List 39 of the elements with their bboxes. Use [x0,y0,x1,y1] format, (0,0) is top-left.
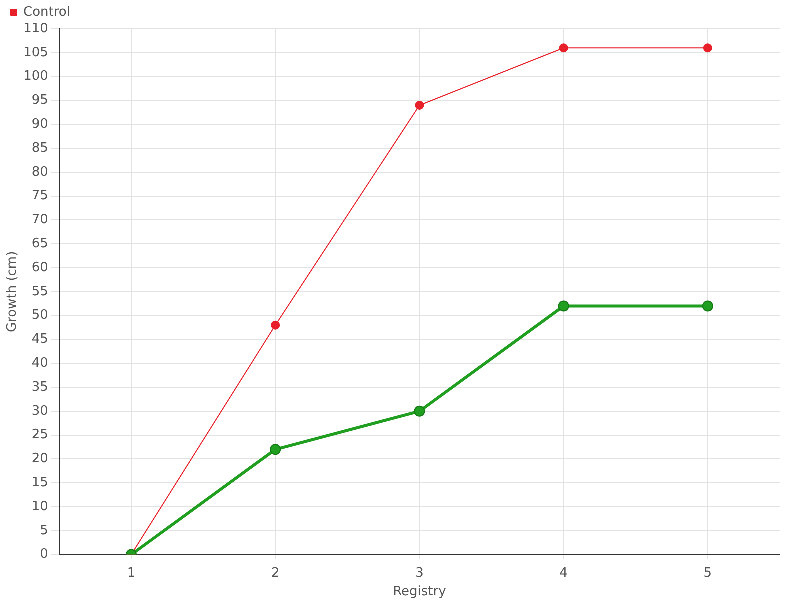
x-tick-label: 1 [127,566,136,581]
y-tick-label: 25 [32,428,48,443]
x-tick-label: 4 [560,566,568,581]
y-tick-label: 10 [32,499,48,514]
point [414,406,426,417]
y-tick-label: 110 [24,21,48,36]
y-tick-label: 20 [32,452,48,467]
y-tick-label: 5 [40,523,48,538]
y-tick-label: 15 [32,475,48,490]
point [415,100,424,110]
point [703,44,712,53]
point [559,44,568,53]
y-tick-label: 105 [24,45,48,60]
y-tick-label: 75 [32,188,48,204]
point [271,320,280,330]
x-axis-title: Registry [393,584,447,600]
y-axis-title: Growth (cm) [5,251,20,332]
y-tick-label: 60 [32,260,48,276]
x-tick-label: 3 [416,566,424,581]
y-tick-label: 30 [32,404,48,419]
point [558,300,570,312]
y-tick-label: 85 [32,140,48,156]
y-tick-label: 65 [32,236,48,252]
legend-label: Control [24,4,70,20]
y-tick-label: 0 [40,547,48,562]
y-tick-label: 95 [32,93,48,108]
x-tick-label: 2 [271,566,280,581]
y-tick-label: 100 [24,69,48,84]
y-tick-label: 70 [32,212,48,228]
x-tick-label: 5 [704,566,712,581]
y-tick-label: 40 [32,356,48,371]
point [270,444,282,456]
y-tick-label: 55 [32,284,48,300]
y-tick-label: 80 [32,164,48,180]
y-tick-label: 35 [32,380,48,395]
point [702,300,714,312]
y-tick-label: 45 [32,332,48,348]
y-tick-label: 90 [32,116,48,132]
y-tick-label: 50 [32,308,48,324]
